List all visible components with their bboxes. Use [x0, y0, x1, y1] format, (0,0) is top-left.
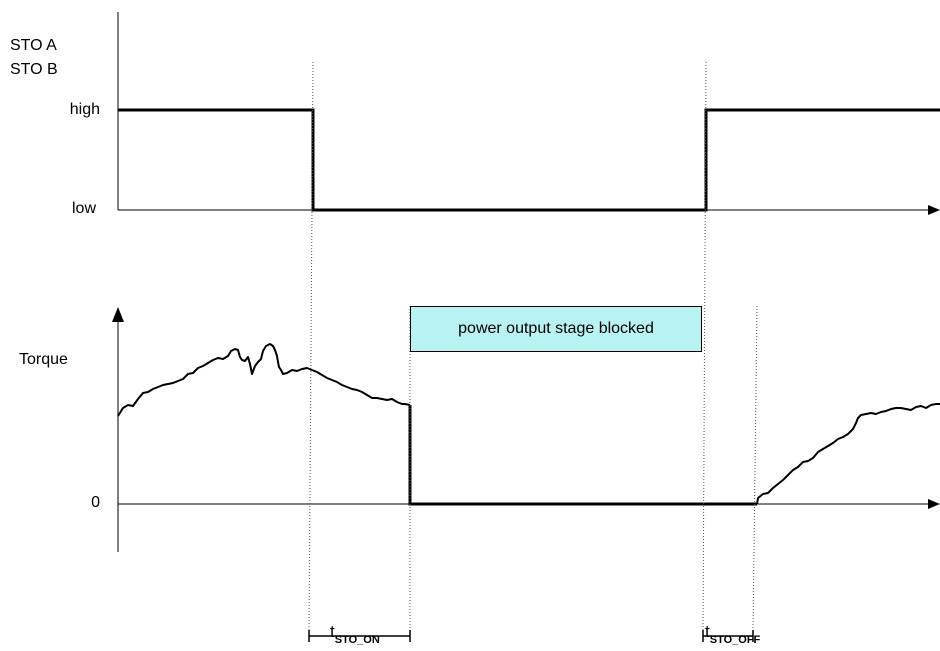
torque-y-axis-arrow-icon	[112, 307, 124, 322]
t-sto-on-subscript: STO_ON	[334, 634, 380, 646]
t-sto-off-base: t	[705, 622, 710, 641]
t-sto-off-label: tSTO_OFF	[705, 622, 760, 646]
torque-x-axis-arrow-icon	[928, 499, 940, 509]
t-sto-off-subscript: STO_OFF	[709, 634, 761, 646]
t-sto-on-label: tSTO_ON	[330, 622, 380, 646]
low-level-label: low	[71, 200, 96, 217]
sto-b-label: STO B	[10, 61, 58, 78]
guide-line-torque-recover	[752, 305, 758, 631]
torque-axis-label: Torque	[19, 351, 68, 368]
sto-a-label: STO A	[10, 37, 57, 54]
power-stage-blocked-box: power output stage blocked	[410, 306, 702, 352]
sto-signal-trace	[118, 108, 940, 212]
torque-zero-label: 0	[91, 494, 100, 511]
torque-curve-before	[117, 343, 411, 417]
t-sto-on-base: t	[330, 622, 335, 641]
sto-x-axis-arrow-icon	[928, 205, 940, 215]
torque-curve-after	[756, 403, 940, 505]
high-level-label: high	[69, 101, 100, 118]
torque-zero-trace	[408, 405, 757, 506]
power-stage-blocked-text: power output stage blocked	[458, 320, 654, 337]
